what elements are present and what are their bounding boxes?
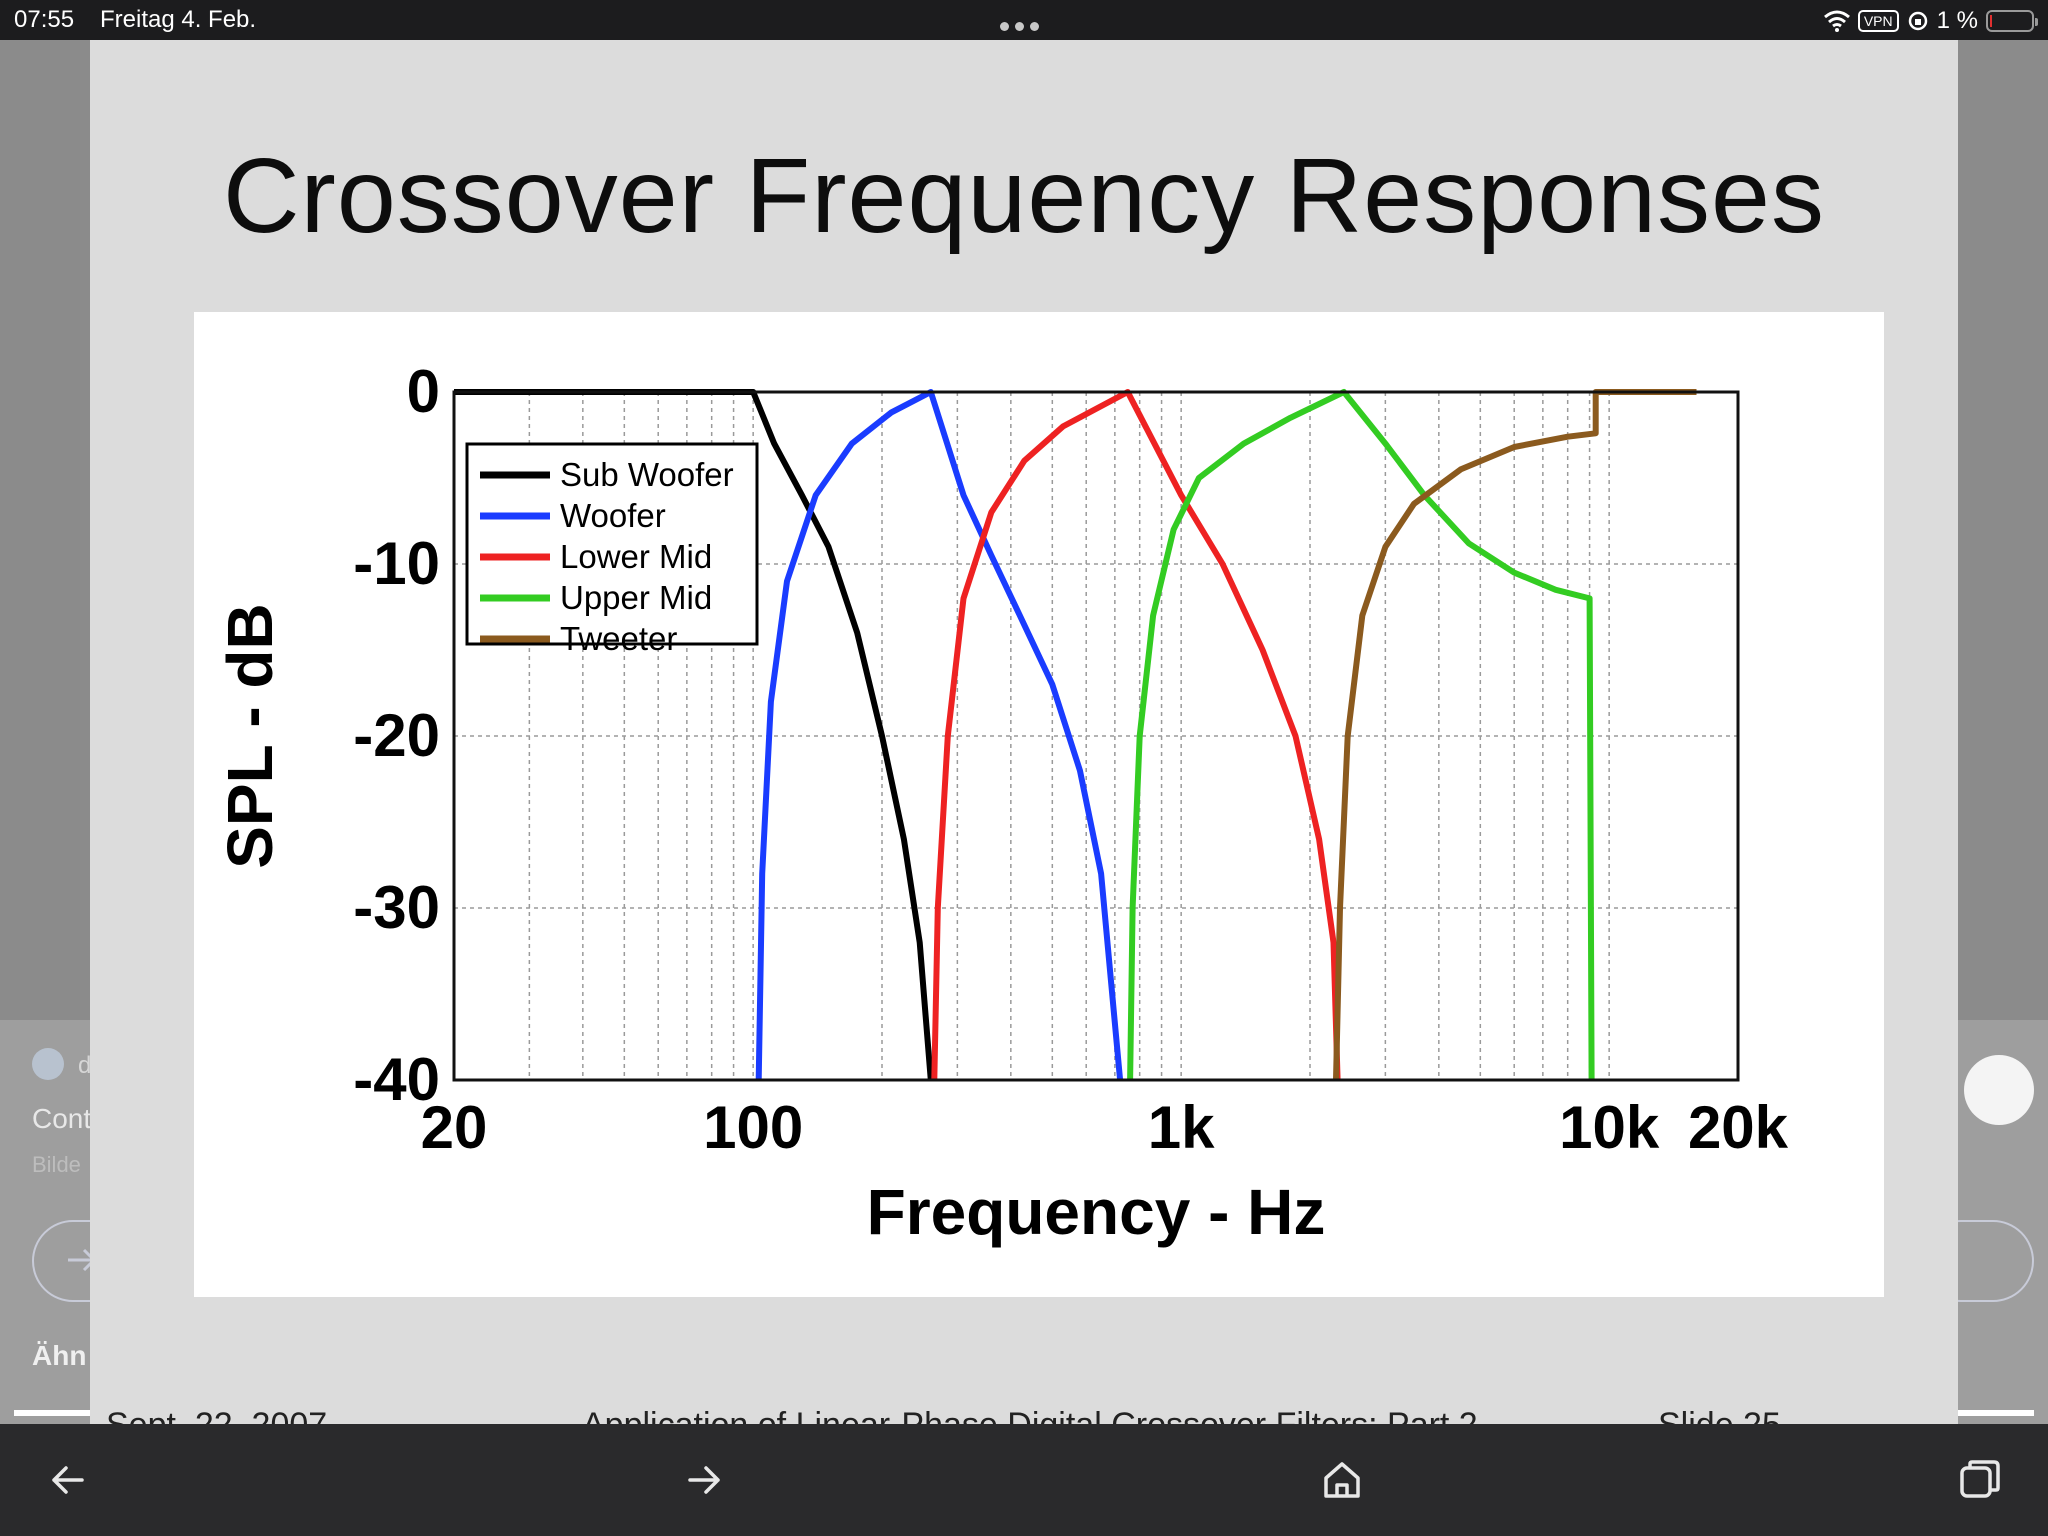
background-title: Cont — [32, 1103, 92, 1134]
y-tick-label: -20 — [353, 702, 440, 769]
background-thumbnail-edge — [1958, 1410, 2034, 1416]
series-line-upper-mid — [1127, 389, 1595, 1081]
avatar — [32, 1048, 64, 1080]
x-tick-label: 20 — [421, 1094, 488, 1161]
x-tick-label: 100 — [703, 1094, 803, 1161]
vpn-badge: VPN — [1857, 10, 1899, 32]
tabs-button[interactable] — [1954, 1454, 2006, 1506]
status-bar: 07:55 Freitag 4. Feb. VPN 1 % — [0, 0, 2048, 40]
y-axis-label: SPL - dB — [214, 603, 286, 869]
bottom-toolbar — [0, 1424, 2048, 1536]
tabs-icon — [1960, 1460, 2000, 1498]
footer-title: Application of Linear-Phase Digital Cros… — [582, 1406, 1478, 1424]
background-thumbnail-edge — [14, 1410, 90, 1416]
background-section-heading: Ähn — [32, 1340, 87, 1371]
battery-icon — [1986, 10, 2038, 32]
status-time: 07:55 — [14, 6, 75, 33]
arrow-right-icon — [688, 1466, 720, 1494]
wifi-icon — [1823, 10, 1850, 32]
avatar-text: d — [78, 1052, 92, 1079]
orientation-lock-icon — [1908, 11, 1927, 31]
legend-box — [465, 442, 759, 646]
y-tick-label: -30 — [353, 874, 440, 941]
status-date: Freitag 4. Feb. — [100, 6, 257, 33]
home-icon — [1324, 1462, 1360, 1498]
y-tick-label: -10 — [353, 530, 440, 597]
legend-label: Sub Woofer — [560, 456, 734, 493]
slide-footer: Sept. 22, 2007 Application of Linear-Pha… — [90, 1406, 1958, 1424]
background-pill-button[interactable] — [1964, 1055, 2034, 1125]
home-button[interactable] — [1316, 1454, 1368, 1506]
footer-date: Sept. 22, 2007 — [106, 1406, 327, 1424]
chart-legend: Sub Woofer Woofer Lower Mid Upper Mid Tweete… — [465, 442, 759, 657]
slide-viewer[interactable]: Crossover Frequency Responses 0 -10 -20 -30… — [90, 40, 1958, 1424]
footer-slide-number: Slide 25 — [1658, 1406, 1781, 1424]
x-tick-label: 10k — [1559, 1094, 1660, 1161]
chart-panel: 0 -10 -20 -30 -40 20 100 1k 10k 20k Frequency - H… — [194, 312, 1884, 1297]
legend-label: Upper Mid — [560, 579, 712, 616]
back-button[interactable] — [42, 1454, 94, 1506]
slide-title: Crossover Frequency Responses — [222, 137, 1826, 255]
x-axis-label: Frequency - Hz — [867, 1176, 1326, 1248]
series-line-tweeter — [1333, 389, 1697, 1081]
legend-label: Lower Mid — [560, 538, 712, 575]
background-subtitle: Bilde — [32, 1152, 81, 1177]
status-indicators: VPN 1 % — [1823, 6, 2038, 36]
x-tick-label: 20k — [1688, 1094, 1789, 1161]
arrow-left-icon — [52, 1466, 84, 1494]
forward-button[interactable] — [678, 1454, 730, 1506]
x-tick-label: 1k — [1148, 1094, 1215, 1161]
series-line-sub-woofer — [454, 389, 934, 1081]
y-tick-label: 0 — [407, 358, 440, 425]
plot-frame — [452, 390, 1740, 1082]
y-tick-label: -40 — [353, 1046, 440, 1113]
multitasking-dots-icon[interactable] — [1000, 10, 1048, 31]
legend-label: Tweeter — [560, 620, 677, 657]
battery-percent: 1 % — [1936, 7, 1978, 34]
legend-label: Woofer — [560, 497, 666, 534]
